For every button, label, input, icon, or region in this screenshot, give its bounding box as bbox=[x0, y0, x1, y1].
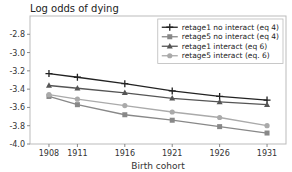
data-group bbox=[45, 70, 270, 135]
plot-frame bbox=[30, 16, 286, 144]
point bbox=[122, 112, 127, 117]
tick-mark bbox=[27, 34, 30, 35]
series-line bbox=[49, 85, 267, 104]
legend-label: retage5 no interact (eq 4) bbox=[182, 32, 279, 41]
point bbox=[217, 99, 223, 105]
legend-box bbox=[158, 19, 283, 64]
tick-mark bbox=[48, 144, 49, 147]
tick-mark bbox=[27, 144, 30, 145]
tick-label: 1916 bbox=[115, 149, 135, 158]
chart: -4.0 -3.8 -3.6 -3.4 -3.2 -3.0 -2.8 1908 1911 1916… bbox=[0, 0, 292, 172]
legend-marker bbox=[167, 53, 172, 58]
tick-mark bbox=[219, 144, 220, 147]
legend-marker bbox=[167, 34, 172, 39]
series-line bbox=[49, 96, 267, 133]
tick-label: -2.8 bbox=[9, 30, 25, 39]
point bbox=[169, 87, 176, 94]
point bbox=[46, 82, 52, 88]
point bbox=[264, 101, 270, 107]
tick-label: -3.4 bbox=[9, 85, 25, 94]
point bbox=[74, 85, 80, 91]
legend-label: retage1 interact (eq 6) bbox=[182, 42, 268, 51]
tick-label: 1931 bbox=[257, 149, 277, 158]
legend-marker bbox=[166, 24, 173, 31]
legend: retage1 no interact (eq 4)retage5 no int… bbox=[158, 19, 283, 64]
point bbox=[264, 123, 269, 128]
tick-label: 1911 bbox=[67, 149, 87, 158]
tick-mark bbox=[27, 52, 30, 53]
tick-label: -4.0 bbox=[9, 140, 25, 149]
background bbox=[0, 0, 292, 172]
point bbox=[217, 124, 222, 129]
point bbox=[121, 80, 128, 87]
tick-mark bbox=[77, 144, 78, 147]
point bbox=[75, 97, 80, 102]
point bbox=[265, 131, 270, 136]
legend-marker bbox=[167, 43, 173, 49]
tick-mark bbox=[27, 125, 30, 126]
tick-mark bbox=[27, 70, 30, 71]
tick-label: -3.0 bbox=[9, 49, 25, 58]
tick-mark bbox=[267, 144, 268, 147]
tick-label: -3.8 bbox=[9, 122, 25, 131]
tick-mark bbox=[124, 144, 125, 147]
point bbox=[122, 90, 128, 96]
point bbox=[45, 70, 52, 77]
legend-label: retage5 interact (eq. 6) bbox=[182, 51, 270, 60]
point bbox=[122, 103, 127, 108]
point bbox=[169, 95, 175, 101]
point bbox=[170, 109, 175, 114]
tick-label: -3.2 bbox=[9, 67, 25, 76]
tick-label: 1921 bbox=[162, 149, 182, 158]
tick-label: 1908 bbox=[39, 149, 59, 158]
axis-label: Birth cohort bbox=[131, 161, 185, 171]
legend-label: retage1 no interact (eq 4) bbox=[182, 23, 279, 32]
tick-mark bbox=[172, 144, 173, 147]
tick-label: -3.6 bbox=[9, 103, 25, 112]
series-line bbox=[49, 95, 267, 126]
point bbox=[217, 115, 222, 120]
point bbox=[75, 102, 80, 107]
tick-label: 1926 bbox=[209, 149, 229, 158]
point bbox=[170, 118, 175, 123]
tick-mark bbox=[27, 89, 30, 90]
point bbox=[46, 92, 51, 97]
title: Log odds of dying bbox=[30, 3, 119, 14]
point bbox=[74, 74, 81, 81]
tick-mark bbox=[27, 107, 30, 108]
